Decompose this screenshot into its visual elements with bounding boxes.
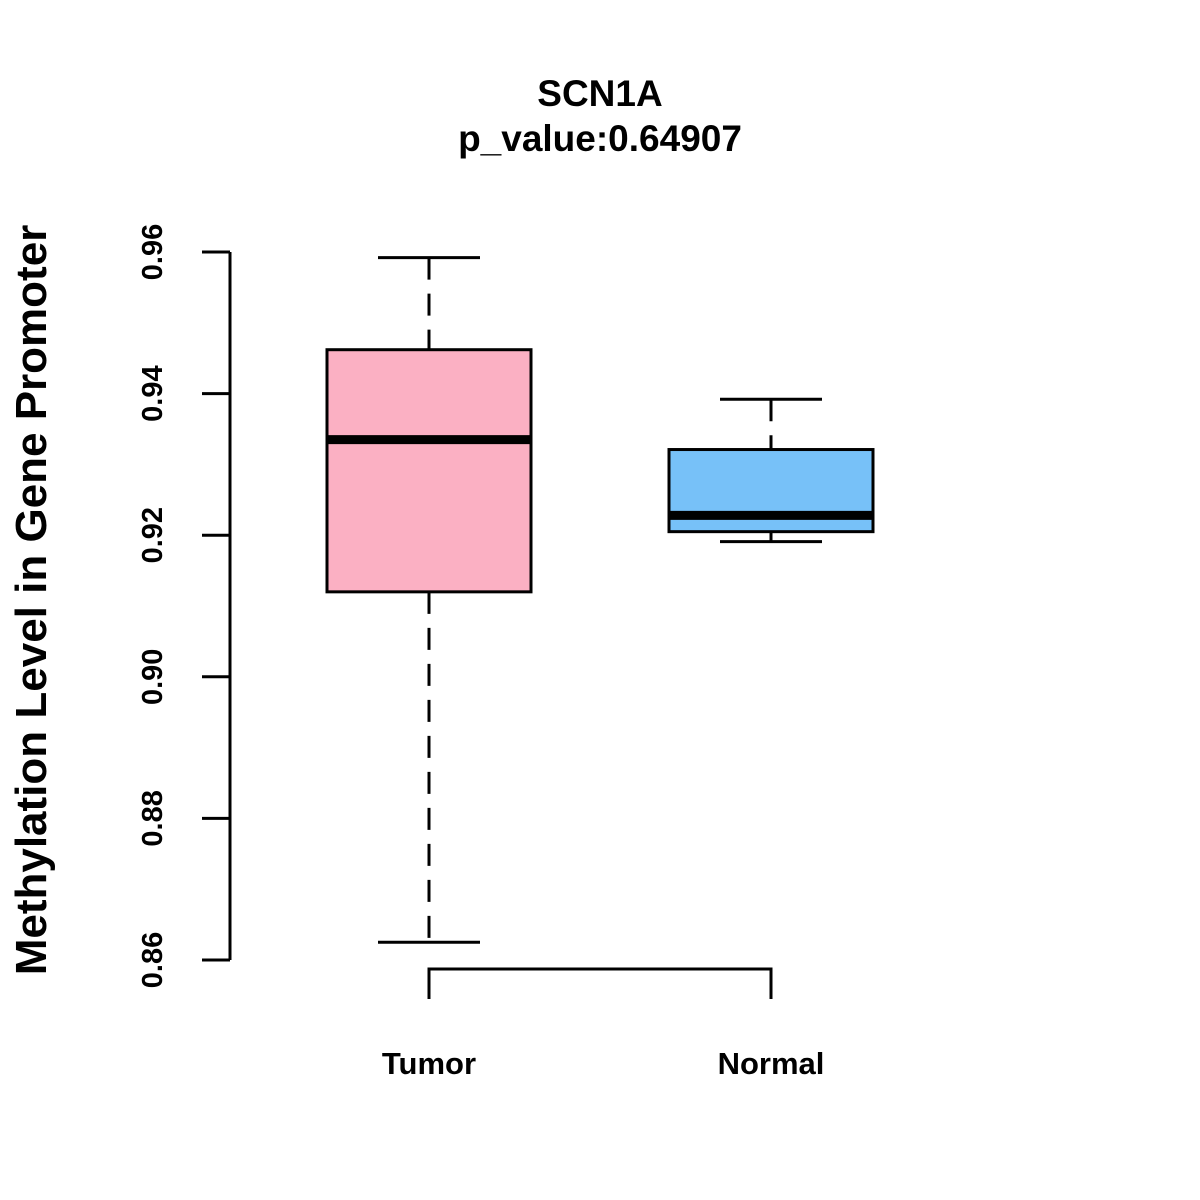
y-tick-label: 0.92 <box>137 507 169 563</box>
box-normal <box>667 397 875 544</box>
box-tumor <box>325 256 533 944</box>
y-tick-label: 0.88 <box>137 790 169 846</box>
x-category-label-tumor: Tumor <box>382 1046 476 1081</box>
y-tick-label: 0.90 <box>137 649 169 705</box>
y-tick-label: 0.94 <box>137 365 169 421</box>
y-tick-label: 0.96 <box>137 224 169 280</box>
chart-subtitle: p_value:0.64907 <box>458 118 742 159</box>
significance-bracket <box>427 967 773 999</box>
chart-title: SCN1A <box>537 73 662 114</box>
box-layer <box>325 256 875 944</box>
y-axis-label: Methylation Level in Gene Promoter <box>7 225 56 976</box>
y-tick-label: 0.86 <box>137 932 169 988</box>
iqr-box <box>325 348 533 594</box>
x-category-labels: Tumor Normal <box>382 1046 824 1081</box>
x-category-label-normal: Normal <box>718 1046 825 1081</box>
y-axis: 0.86 0.88 0.90 0.92 0.94 0.96 <box>137 224 232 988</box>
significance-bracket-layer <box>427 967 773 999</box>
